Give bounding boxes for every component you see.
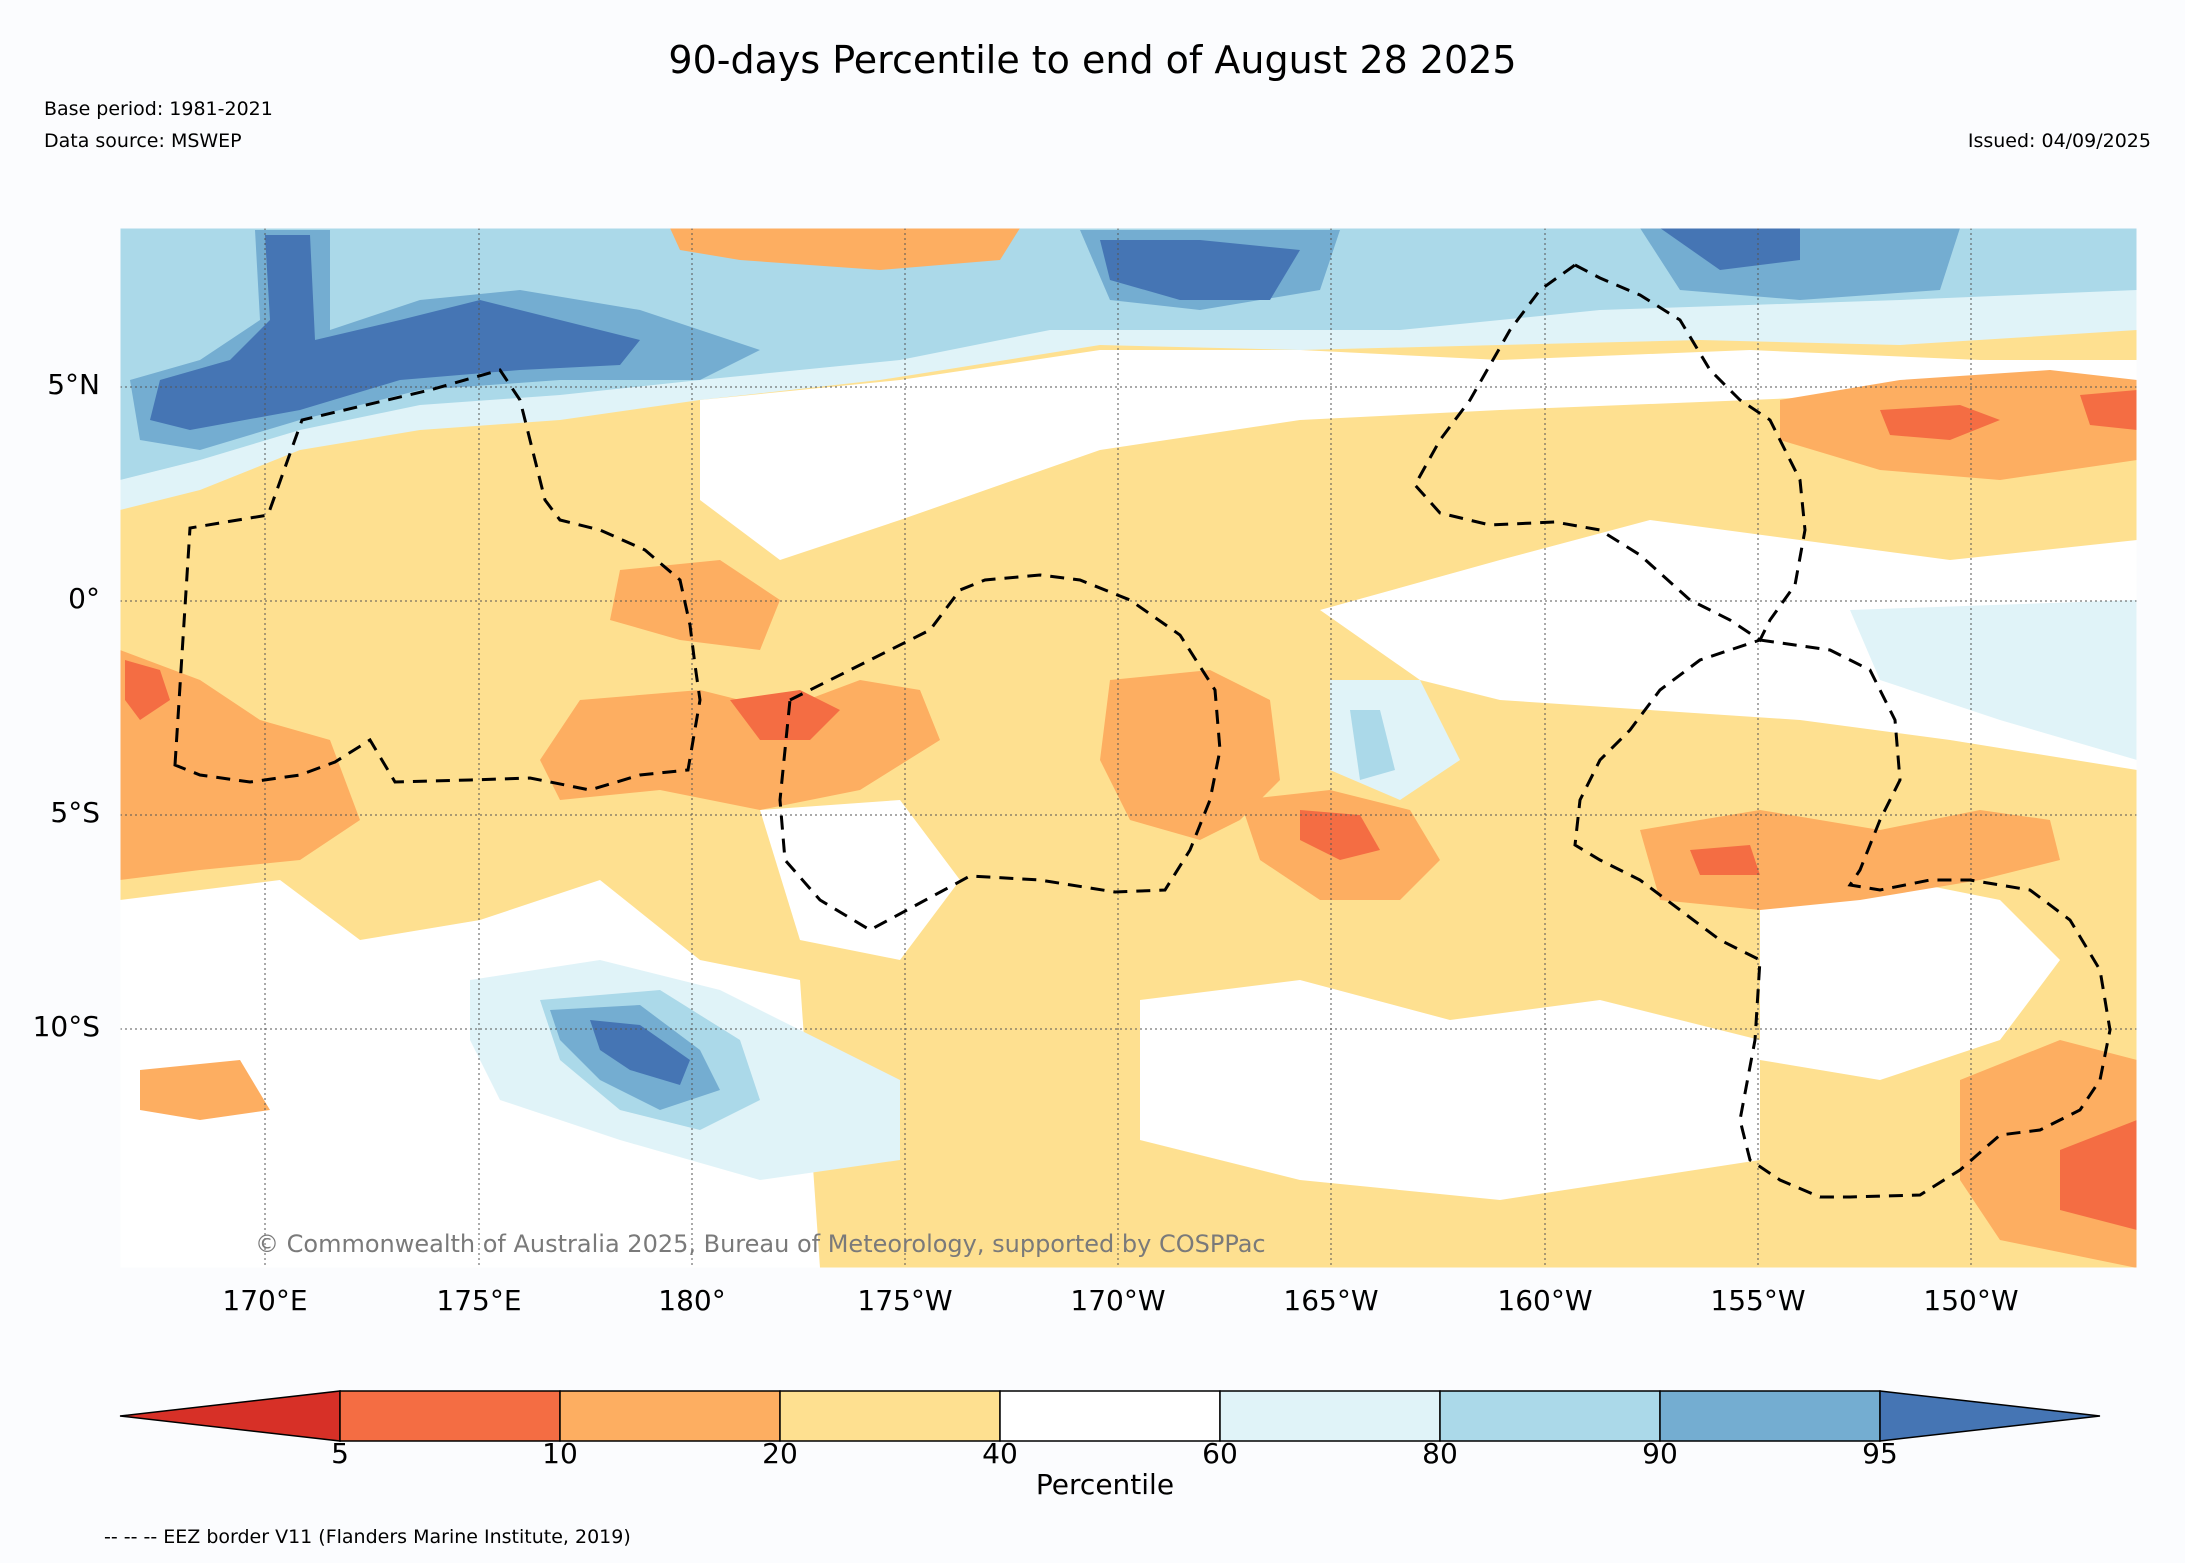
lon-label-155w: 155°W xyxy=(1710,1284,1806,1317)
colorbar-label: Percentile xyxy=(1035,1468,1175,1501)
map-field xyxy=(120,228,2137,1268)
colorbar xyxy=(119,1390,2101,1442)
copyright-text: © Commonwealth of Australia 2025, Bureau… xyxy=(255,1230,1266,1258)
wet-core-central-north-peak xyxy=(1100,240,1300,300)
colorbar-bin-60-80 xyxy=(1219,1390,1441,1442)
colorbar-bin-20-40 xyxy=(779,1390,1001,1442)
wet-band-north-mid xyxy=(120,228,2137,480)
colorbar-extend-high xyxy=(1879,1390,2101,1442)
dry-patch-southeast-core xyxy=(2060,1120,2137,1230)
wet-band-south-peak xyxy=(590,1020,690,1085)
colorbar-bin-10-20 xyxy=(559,1390,781,1442)
eez-border-line-islands-south xyxy=(1573,638,2112,1199)
white-belt-north xyxy=(700,350,2137,560)
colorbar-tick-40: 40 xyxy=(982,1437,1018,1470)
lat-label-10s: 10°S xyxy=(32,1010,100,1043)
lon-label-160w: 160°W xyxy=(1497,1284,1593,1317)
blue-patch-central xyxy=(1350,710,1395,780)
eez-border-line-islands-north xyxy=(1413,263,1807,643)
page-title: 90-days Percentile to end of August 28 2… xyxy=(668,38,1517,82)
colorbar-bin-40-60 xyxy=(999,1390,1221,1442)
dry-patch-central-core xyxy=(1300,810,1380,860)
colorbar-tick-80: 80 xyxy=(1422,1437,1458,1470)
lon-label-150w: 150°W xyxy=(1923,1284,2019,1317)
lon-label-175w: 175°W xyxy=(857,1284,953,1317)
wet-core-east-north-peak xyxy=(1660,228,1800,270)
lat-label-5s: 5°S xyxy=(50,796,100,829)
lon-label-165w: 165°W xyxy=(1283,1284,1379,1317)
colorbar-bin-90-95 xyxy=(1659,1390,1881,1442)
issued-date-text: Issued: 04/09/2025 xyxy=(1967,130,2151,152)
dry-patch-west-core xyxy=(125,660,170,720)
colorbar-tick-60: 60 xyxy=(1202,1437,1238,1470)
lon-label-170w: 170°W xyxy=(1070,1284,1166,1317)
wet-band-north-peak xyxy=(150,235,640,430)
colorbar-tick-20: 20 xyxy=(762,1437,798,1470)
dry-patch-east-south-core xyxy=(1690,845,1760,875)
colorbar-tick-10: 10 xyxy=(542,1437,578,1470)
light-blue-east xyxy=(1850,600,2137,760)
dry-patch-southwest xyxy=(140,1060,270,1120)
white-region-south xyxy=(1140,980,1760,1200)
colorbar-tick-5: 5 xyxy=(331,1437,349,1470)
colorbar-bin-5-10 xyxy=(339,1390,561,1442)
colorbar-tick-90: 90 xyxy=(1642,1437,1678,1470)
white-region-south-central xyxy=(760,800,960,960)
base-period-text: Base period: 1981-2021 xyxy=(44,98,273,120)
white-region-southeast xyxy=(1760,880,2060,1080)
dry-patch-dateline xyxy=(540,680,940,810)
lon-label-180: 180° xyxy=(658,1284,726,1317)
colorbar-extend-low xyxy=(119,1390,341,1442)
eez-legend-note: -- -- -- EEZ border V11 (Flanders Marine… xyxy=(104,1526,631,1548)
dry-patch-east-north-core2 xyxy=(2080,390,2137,430)
lat-label-0: 0° xyxy=(68,582,100,615)
dry-patch-central xyxy=(1100,670,1280,840)
dry-patch-dateline-core xyxy=(730,690,840,740)
eez-border-tokelau xyxy=(778,573,1222,932)
colorbar-bin-80-90 xyxy=(1439,1390,1661,1442)
lat-label-5n: 5°N xyxy=(47,368,100,401)
lon-label-170e: 170°E xyxy=(222,1284,308,1317)
dry-patch-north-central xyxy=(670,228,1020,270)
white-region-east xyxy=(1320,520,2137,770)
lon-label-175e: 175°E xyxy=(436,1284,522,1317)
dry-patch-east-south xyxy=(1640,810,2060,910)
dry-patch-dateline-north xyxy=(610,560,780,650)
colorbar-tick-95: 95 xyxy=(1862,1437,1898,1470)
dry-patch-east-north-core xyxy=(1880,405,2000,440)
eez-borders xyxy=(173,263,2112,1199)
data-source-text: Data source: MSWEP xyxy=(44,130,242,152)
